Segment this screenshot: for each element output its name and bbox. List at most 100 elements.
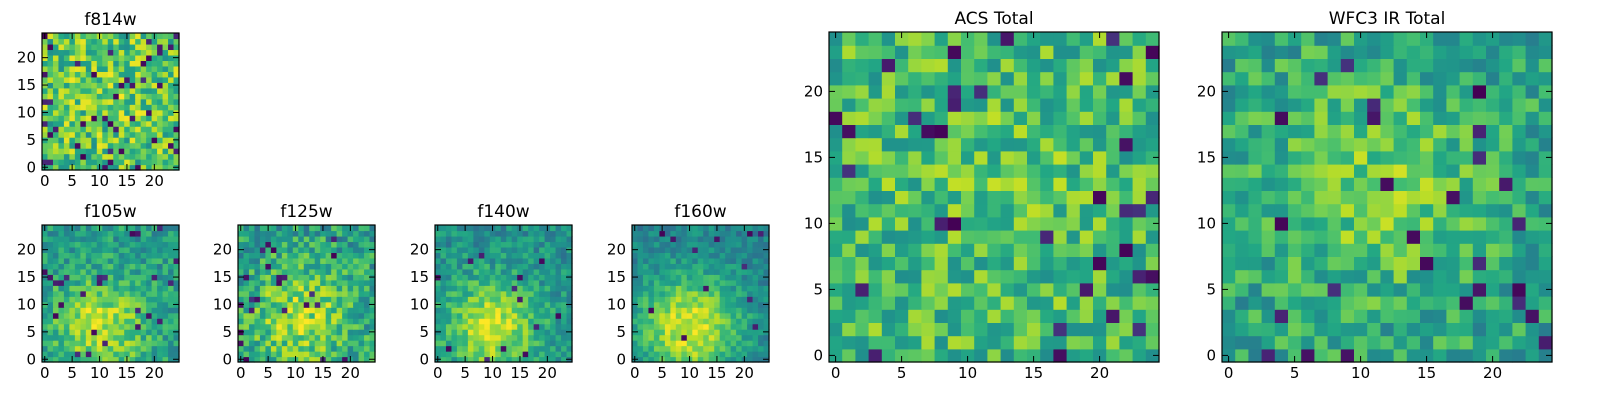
heatmap-cell [456,225,463,232]
heatmap-cell [331,235,338,243]
heatmap-cell [124,318,131,325]
heatmap-cell [1525,98,1540,112]
heatmap-cell [168,285,175,292]
heatmap-cell [58,301,65,308]
heatmap-cell [113,290,120,297]
heatmap-cell [681,296,688,303]
heatmap-cell [908,203,922,218]
heatmap-cell [1420,256,1434,271]
heatmap-cell [1367,32,1381,46]
heatmap-cell [1340,282,1355,297]
heatmap-cell [445,345,453,352]
heatmap-cell [96,274,103,281]
heatmap-cell [146,290,153,297]
heatmap-cell [533,285,540,292]
heatmap-cell [670,285,677,292]
heatmap-cell [1261,150,1276,165]
heatmap-cell [1406,164,1421,178]
heatmap-cell [1512,137,1527,152]
heatmap-cell [1000,32,1015,46]
heatmap-cell [336,312,343,319]
heatmap-cell [1288,322,1302,337]
heatmap-cell [456,263,463,270]
heatmap-cell [1145,230,1160,244]
heatmap-cell [829,309,843,323]
heatmap-cell [124,263,131,270]
heatmap-cell [544,345,551,352]
heatmap-cell [168,104,175,111]
heatmap-cell [1340,71,1355,86]
heatmap-cell [752,285,759,292]
heatmap-cell [107,307,114,314]
heatmap-cell [314,257,321,264]
heatmap-cell [52,65,60,72]
heatmap-cell [58,307,65,314]
heatmap-cell [298,279,305,286]
heatmap-cell [58,49,65,56]
heatmap-cell [58,137,65,144]
heatmap-cell [1079,137,1094,152]
heatmap-cell [63,60,70,67]
heatmap-cell [292,296,299,303]
heatmap-cell [653,329,660,336]
heatmap-cell [124,159,131,166]
heatmap-cell [107,71,114,78]
heatmap-cell [353,225,360,232]
heatmap-cell [146,318,153,325]
heatmap-cell [52,230,60,237]
heatmap-cell [1119,348,1134,363]
heatmap-cell [1525,137,1540,152]
heatmap-cell [1420,98,1434,112]
heatmap-cell [1288,71,1302,86]
heatmap-cell [500,252,507,259]
heatmap-cell [102,318,109,325]
heatmap-cell [445,235,453,243]
heatmap-cell [74,334,81,341]
heatmap-cell [364,268,371,275]
heatmap-cell [642,301,650,308]
heatmap-cell [555,252,562,259]
heatmap-cell [42,296,49,303]
heatmap-cell [1354,348,1368,363]
heatmap-cell [157,159,164,166]
heatmap-cell [456,285,463,292]
heatmap-cell [325,307,332,314]
heatmap-cell [85,296,92,303]
heatmap-cell [1235,309,1249,323]
heatmap-cell [758,345,765,352]
heatmap-cell [1053,58,1068,73]
heatmap-cell [1066,296,1081,310]
heatmap-cell [42,71,49,78]
heatmap-cell [725,323,732,330]
heatmap-cell [703,296,710,303]
heatmap-cell [1486,124,1500,139]
heatmap-cell [763,296,770,303]
heatmap-cell [506,323,513,330]
heatmap-cell [484,279,491,286]
heatmap-cell [752,235,759,243]
heatmap-cell [1433,282,1447,297]
heatmap-cell [162,87,169,94]
heatmap-cell [511,246,518,253]
heatmap-cell [868,177,883,191]
heatmap-cell [259,235,266,243]
heatmap-cell [517,334,524,341]
heatmap-cell [347,340,354,347]
heatmap-cell [467,274,474,281]
heatmap-cell [1132,335,1147,350]
heatmap-cell [129,137,136,144]
heatmap-cell [1512,335,1527,350]
heatmap-cell [69,142,76,149]
heatmap-cell [528,356,535,363]
heatmap-cell [1301,269,1315,284]
heatmap-cell [80,329,87,336]
heatmap-cell [539,329,546,336]
heatmap-cell [1106,309,1120,323]
heatmap-cell [714,318,721,325]
heatmap-cell [140,120,147,127]
heatmap-cell [42,351,49,358]
heatmap-cell [1354,296,1368,310]
heatmap-cell [566,235,573,243]
heatmap-cell [1486,203,1500,218]
heatmap-cell [947,282,962,297]
